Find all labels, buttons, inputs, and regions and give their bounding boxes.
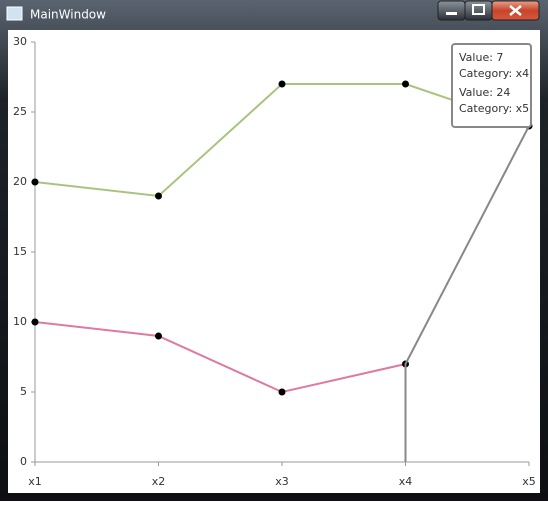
x-tick-label: x2 <box>152 475 166 488</box>
data-point <box>278 80 286 88</box>
maximize-button[interactable] <box>464 0 493 21</box>
tooltip-text: Value: 7 <box>459 51 503 64</box>
data-point <box>155 192 162 200</box>
tooltip-text: Value: 24 <box>459 86 510 99</box>
y-tick-label: 0 <box>20 455 27 468</box>
tooltip-pointer <box>404 125 530 462</box>
x-tick-label: x3 <box>275 475 289 488</box>
y-tick-label: 5 <box>20 385 27 398</box>
series-line <box>34 321 406 394</box>
close-icon <box>509 5 522 16</box>
x-tick-label: x5 <box>522 475 536 488</box>
x-tick-label: x1 <box>28 475 42 488</box>
data-point <box>155 332 162 340</box>
data-point <box>278 388 286 396</box>
data-point <box>31 178 39 186</box>
minimize-button[interactable] <box>437 0 466 21</box>
window-icon <box>6 6 23 21</box>
window-title: MainWindow <box>30 8 106 22</box>
y-tick-label: 10 <box>13 315 27 328</box>
data-point <box>402 80 409 88</box>
plot-area: 0 5 10 15 20 25 30 x1 x2 x3 x4 x5 Value: 7 Category: … <box>13 35 536 488</box>
minimize-icon <box>446 12 457 15</box>
tooltip-box <box>451 43 532 128</box>
y-tick-label: 20 <box>13 175 27 188</box>
tooltip-text: Category: x5 <box>459 102 529 115</box>
y-tick-label: 30 <box>13 35 27 48</box>
y-tick-label: 15 <box>13 245 27 258</box>
tooltip-text: Category: x4 <box>459 67 529 80</box>
y-tick-label: 25 <box>13 105 27 118</box>
maximize-icon <box>472 4 485 15</box>
x-tick-label: x4 <box>399 475 413 488</box>
data-point <box>31 318 39 326</box>
